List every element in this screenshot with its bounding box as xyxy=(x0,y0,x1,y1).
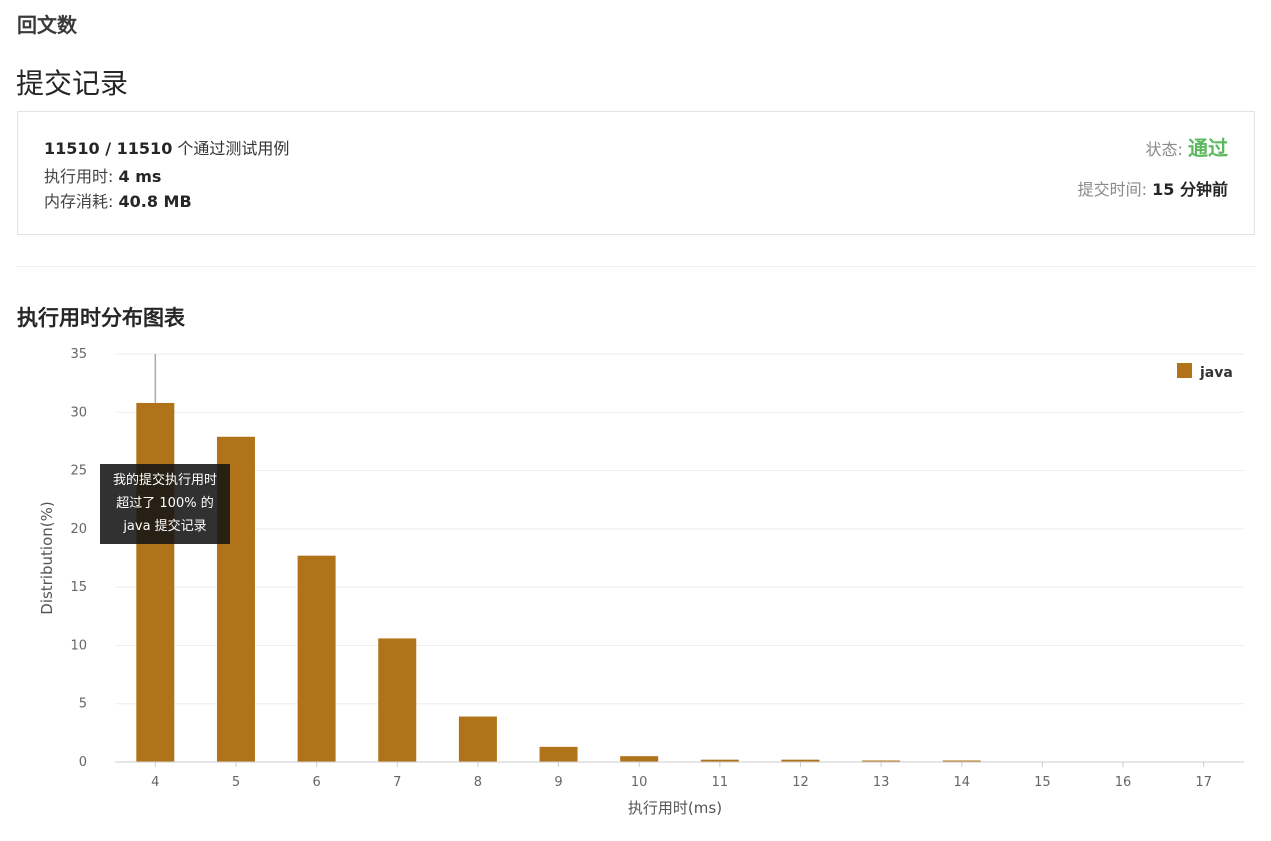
x-tick-label: 7 xyxy=(393,775,401,790)
section-divider xyxy=(17,266,1255,267)
x-tick-label: 9 xyxy=(554,775,562,790)
chart-grid xyxy=(115,353,1244,705)
y-axis-ticks: 0 5 10 15 20 25 30 35 xyxy=(70,347,87,770)
submit-time: 提交时间: 15 分钟前 xyxy=(1078,176,1228,200)
bar-4[interactable] xyxy=(136,402,175,762)
runtime-distribution-chart: 0 5 10 15 20 25 30 35 4 5 6 7 8 9 10 11 12 13 14 15 16 17 Di… xyxy=(38,347,1244,817)
chart-bars xyxy=(136,402,981,763)
status: 状态: 通过 xyxy=(1146,132,1229,161)
bar-6[interactable] xyxy=(297,555,336,762)
cases-suffix: 个通过测试用例 xyxy=(177,139,290,158)
submission-tooltip: 我的提交执行用时 超过了 100% 的 java 提交记录 xyxy=(100,464,230,544)
chart-heading: 执行用时分布图表 xyxy=(17,306,185,330)
bar-8[interactable] xyxy=(458,716,497,762)
memory-value: 40.8 MB xyxy=(118,192,192,211)
x-tick-label: 15 xyxy=(1034,775,1051,790)
x-tick-label: 5 xyxy=(232,775,240,790)
total-count: 11510 xyxy=(116,139,173,158)
bar-9[interactable] xyxy=(539,746,578,762)
x-axis-ticks: 4 5 6 7 8 9 10 11 12 13 14 15 16 17 xyxy=(151,762,1212,790)
y-tick-label: 10 xyxy=(70,638,87,653)
y-tick-label: 0 xyxy=(79,755,87,770)
x-tick-label: 11 xyxy=(712,775,729,790)
problem-title[interactable]: 回文数 xyxy=(17,13,77,37)
submission-result-card: 11510 / 11510 个通过测试用例 执行用时: 4 ms 内存消耗: 4… xyxy=(17,111,1255,235)
passed-count: 11510 xyxy=(44,139,100,158)
tooltip-line-1: 我的提交执行用时 xyxy=(112,473,217,488)
x-tick-label: 13 xyxy=(873,775,890,790)
x-tick-label: 17 xyxy=(1195,775,1212,790)
test-cases-summary: 11510 / 11510 个通过测试用例 xyxy=(44,139,290,158)
y-tick-label: 20 xyxy=(70,522,87,537)
x-tick-label: 8 xyxy=(474,775,482,790)
y-tick-label: 15 xyxy=(70,580,87,595)
page-title: 提交记录 xyxy=(16,67,129,100)
submit-time-value: 15 分钟前 xyxy=(1152,180,1228,199)
legend[interactable]: java xyxy=(1177,363,1233,381)
y-tick-label: 25 xyxy=(70,464,87,479)
runtime-stat: 执行用时: 4 ms xyxy=(44,163,161,187)
y-tick-label: 35 xyxy=(70,347,87,362)
runtime-value: 4 ms xyxy=(118,167,162,186)
status-badge: 通过 xyxy=(1188,136,1228,160)
legend-swatch xyxy=(1177,363,1192,378)
x-axis-label: 执行用时(ms) xyxy=(628,799,722,817)
bar-12[interactable] xyxy=(781,759,820,762)
runtime-label: 执行用时: xyxy=(44,167,114,186)
status-label: 状态: xyxy=(1145,140,1183,159)
x-tick-label: 14 xyxy=(953,775,970,790)
x-tick-label: 12 xyxy=(792,775,809,790)
x-tick-label: 16 xyxy=(1115,775,1132,790)
x-tick-label: 4 xyxy=(151,775,159,790)
bar-7[interactable] xyxy=(378,638,417,762)
x-tick-label: 6 xyxy=(312,775,320,790)
x-tick-label: 10 xyxy=(631,775,648,790)
bar-10[interactable] xyxy=(620,756,659,762)
legend-label: java xyxy=(1199,365,1233,381)
memory-stat: 内存消耗: 40.8 MB xyxy=(44,188,192,212)
submit-time-label: 提交时间: xyxy=(1077,180,1148,199)
memory-label: 内存消耗: xyxy=(44,192,114,211)
y-tick-label: 5 xyxy=(79,697,87,712)
y-tick-label: 30 xyxy=(70,405,87,420)
y-axis-label: Distribution(%) xyxy=(38,501,56,614)
tooltip-line-3: java 提交记录 xyxy=(123,519,207,534)
bar-13[interactable] xyxy=(862,760,901,763)
tooltip-line-2: 超过了 100% 的 xyxy=(116,496,214,511)
bar-14[interactable] xyxy=(942,760,981,763)
bar-11[interactable] xyxy=(700,759,739,762)
